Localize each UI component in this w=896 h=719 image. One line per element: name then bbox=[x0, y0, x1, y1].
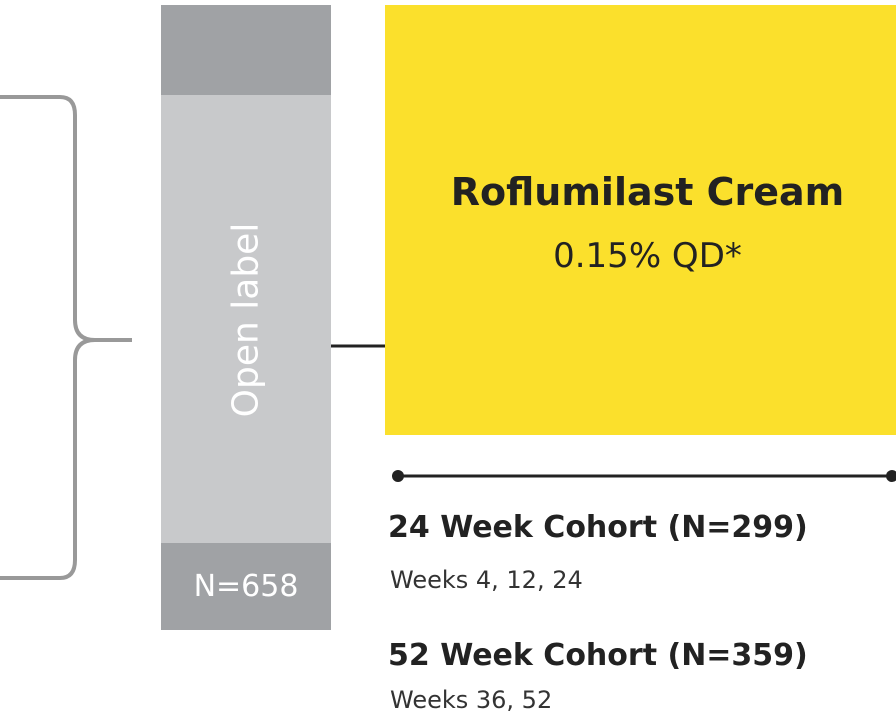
treatment-dose: 0.15% QD* bbox=[553, 236, 742, 276]
treatment-box bbox=[385, 5, 896, 435]
cohort-title: 52 Week Cohort (N=359) bbox=[388, 638, 808, 673]
brace bbox=[0, 95, 132, 580]
timeline-dot bbox=[392, 470, 404, 482]
n-label: N=658 bbox=[161, 543, 331, 630]
cohort-weeks: Weeks 4, 12, 24 bbox=[390, 566, 583, 594]
column-body bbox=[161, 95, 331, 543]
column-top bbox=[161, 5, 331, 95]
treatment-title: Roflumilast Cream bbox=[450, 170, 845, 214]
timeline-dot bbox=[886, 470, 896, 482]
column-label: Open label bbox=[225, 222, 267, 418]
cohort-weeks: Weeks 36, 52 bbox=[390, 686, 553, 714]
cohort-title: 24 Week Cohort (N=299) bbox=[388, 510, 808, 545]
